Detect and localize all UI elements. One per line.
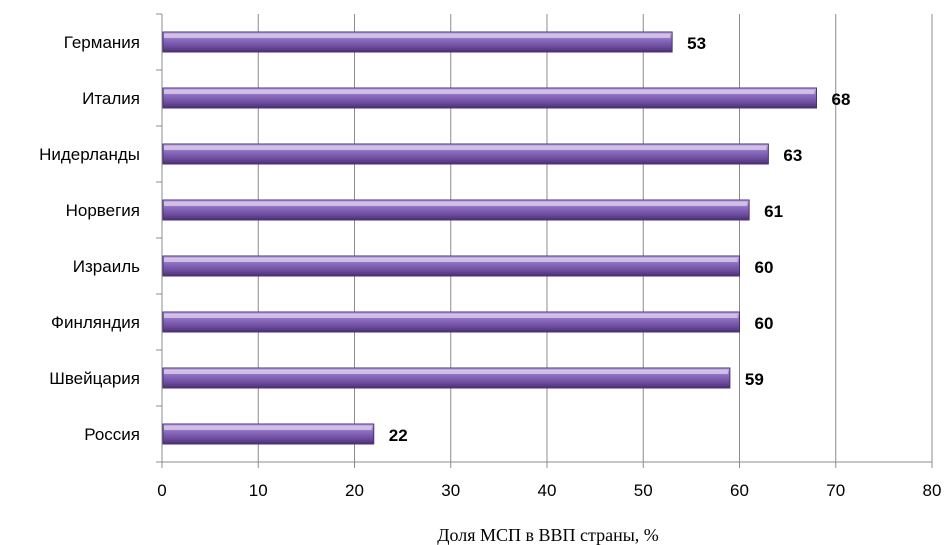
grid-lines: [257, 14, 933, 462]
category-label: Норвегия: [66, 201, 140, 220]
data-label: 63: [783, 146, 802, 165]
bar-highlight: [164, 426, 372, 430]
bar-highlight: [164, 146, 767, 150]
bar-highlight: [164, 202, 748, 206]
x-tick-label: 20: [345, 481, 364, 500]
data-label: 59: [745, 370, 764, 389]
x-tick-label: 30: [441, 481, 460, 500]
x-tick-label: 60: [730, 481, 749, 500]
x-tick-label: 70: [826, 481, 845, 500]
data-label: 60: [755, 314, 774, 333]
bar-highlight: [164, 90, 815, 94]
bar-highlight: [164, 258, 738, 262]
data-label: 53: [687, 34, 706, 53]
bars: [162, 31, 817, 445]
bar-highlight: [164, 370, 728, 374]
data-label: 61: [764, 202, 783, 221]
category-label: Россия: [84, 425, 140, 444]
x-tick-label: 50: [634, 481, 653, 500]
bar-highlight: [164, 34, 671, 38]
labels: 0 10 20 30 40 50 60 70 80 Германия 53 Италия 68 Нидер…: [39, 33, 941, 500]
category-label: Италия: [82, 89, 140, 108]
axes: [156, 13, 933, 468]
x-axis-title: Доля МСП в ВВП страны, %: [437, 525, 659, 545]
x-tick-label: 40: [538, 481, 557, 500]
x-tick-label: 80: [923, 481, 942, 500]
category-label: Германия: [64, 33, 140, 52]
category-label: Нидерланды: [39, 145, 140, 164]
x-tick-label: 0: [157, 481, 166, 500]
data-label: 22: [389, 426, 408, 445]
category-label: Швейцария: [49, 369, 140, 388]
data-label: 60: [755, 258, 774, 277]
x-tick-label: 10: [249, 481, 268, 500]
bar-highlight: [164, 314, 738, 318]
category-label: Финляндия: [51, 313, 140, 332]
data-label: 68: [832, 90, 851, 109]
category-label: Израиль: [73, 257, 140, 276]
